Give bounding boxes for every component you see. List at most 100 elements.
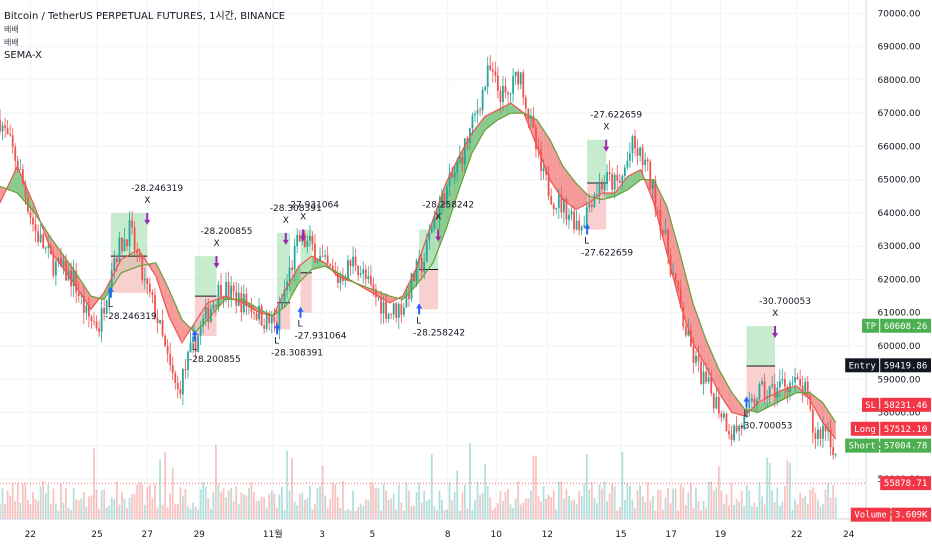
candle-body <box>131 220 133 228</box>
candle-body <box>519 72 522 85</box>
volume-bar <box>11 483 14 519</box>
y-tick-label: 68000.00 <box>878 76 921 86</box>
volume-bar <box>575 503 578 519</box>
volume-bar <box>362 505 365 519</box>
volume-bar <box>6 490 9 519</box>
volume-bar <box>324 495 327 519</box>
x-tick-label: 5 <box>370 530 376 540</box>
candle-body <box>141 255 144 281</box>
volume-bar <box>573 499 575 519</box>
x-tick-label: 24 <box>843 530 855 540</box>
volume-bar <box>204 486 207 519</box>
candle-body <box>471 115 474 129</box>
candle-body <box>359 273 362 276</box>
price-tag-value-bg <box>880 476 931 491</box>
candle-body <box>512 76 514 94</box>
volume-bar <box>563 498 565 519</box>
candle-body <box>268 312 271 324</box>
volume-bar <box>39 486 42 519</box>
candle-body <box>735 425 738 432</box>
volume-bar <box>692 507 695 519</box>
candle-body <box>331 265 334 271</box>
volume-bar <box>16 482 19 519</box>
entry-label: -28.308391 <box>271 348 323 358</box>
candle-body <box>717 396 720 414</box>
exit-marker: X <box>144 196 150 206</box>
candle-body <box>113 258 116 271</box>
candle-body <box>293 245 296 270</box>
candle-body <box>21 169 24 185</box>
candle-body <box>194 336 197 352</box>
exit-marker: X <box>603 123 609 133</box>
candle-body <box>601 183 603 190</box>
exit-arrow-icon <box>603 139 610 152</box>
volume-bar <box>227 490 230 519</box>
volume-bar <box>1 488 4 519</box>
volume-bar <box>232 501 235 519</box>
candle-body <box>613 174 616 190</box>
price-tags: 60608.26 TP 59419.86 Entry 58231.46 SL 57512.1… <box>0 318 931 522</box>
volume-bar <box>750 506 753 519</box>
volume-bar <box>687 492 690 519</box>
volume-bar <box>451 500 454 519</box>
candle-body <box>692 346 695 363</box>
cloud-segment <box>717 365 721 396</box>
candle-body <box>420 257 423 272</box>
candle-body <box>598 183 601 195</box>
volume-bar <box>47 484 50 519</box>
volume-bar <box>123 498 126 519</box>
price-tag-value-bg <box>880 421 931 436</box>
volume-bar <box>138 482 141 519</box>
entry-label: -28.246319 <box>105 312 157 322</box>
candle-body <box>446 186 448 207</box>
volume-bar <box>435 510 438 519</box>
volume-bar <box>342 481 344 519</box>
candle-body <box>761 381 763 385</box>
volume-bar <box>626 483 629 519</box>
candle-body <box>16 160 19 170</box>
x-tick-label: 25 <box>91 530 102 540</box>
cloud-segment <box>484 115 488 132</box>
candle-body <box>618 180 621 184</box>
x-tick-label: 19 <box>715 530 727 540</box>
candle-body <box>677 281 680 290</box>
volume-bar <box>590 481 593 519</box>
volume-bar <box>159 459 161 519</box>
indicator-name[interactable]: SEMA-X <box>4 50 42 61</box>
candle-body <box>756 399 758 406</box>
candle-body <box>143 278 146 281</box>
volume-bar <box>827 482 829 519</box>
price-tag-label-bg <box>862 397 880 412</box>
volume-bar <box>740 491 743 519</box>
volume-bar <box>326 507 329 519</box>
volume-bar <box>811 487 814 519</box>
candle-body <box>535 127 537 150</box>
candle-body <box>408 293 410 300</box>
candle-body <box>298 234 301 242</box>
candle-body <box>786 386 789 392</box>
cloud-segment <box>174 301 178 334</box>
candle-body <box>481 89 484 111</box>
entry-label: -28.200855 <box>189 355 241 365</box>
volume-bar <box>679 484 682 519</box>
candle-body <box>364 269 367 279</box>
volume-bar <box>728 505 730 519</box>
volume-bar <box>143 504 146 519</box>
volume-bar <box>367 500 370 519</box>
cloud-segment <box>832 417 836 440</box>
exit-marker: X <box>435 213 441 223</box>
price-tag-value: 55878.71 <box>884 479 927 489</box>
volume-bar <box>832 484 835 519</box>
candle-body <box>273 316 276 322</box>
cloud-segment <box>578 185 582 209</box>
y-tick-label: 63000.00 <box>878 242 921 252</box>
cloud-segment <box>13 166 18 194</box>
cloud-segment <box>219 296 223 307</box>
volume-bar <box>646 482 649 519</box>
candle-body <box>105 300 108 314</box>
x-tick-label: 10 <box>490 530 502 540</box>
candle-body <box>819 429 822 439</box>
volume-bar <box>352 490 354 519</box>
volume-bar <box>644 502 647 519</box>
